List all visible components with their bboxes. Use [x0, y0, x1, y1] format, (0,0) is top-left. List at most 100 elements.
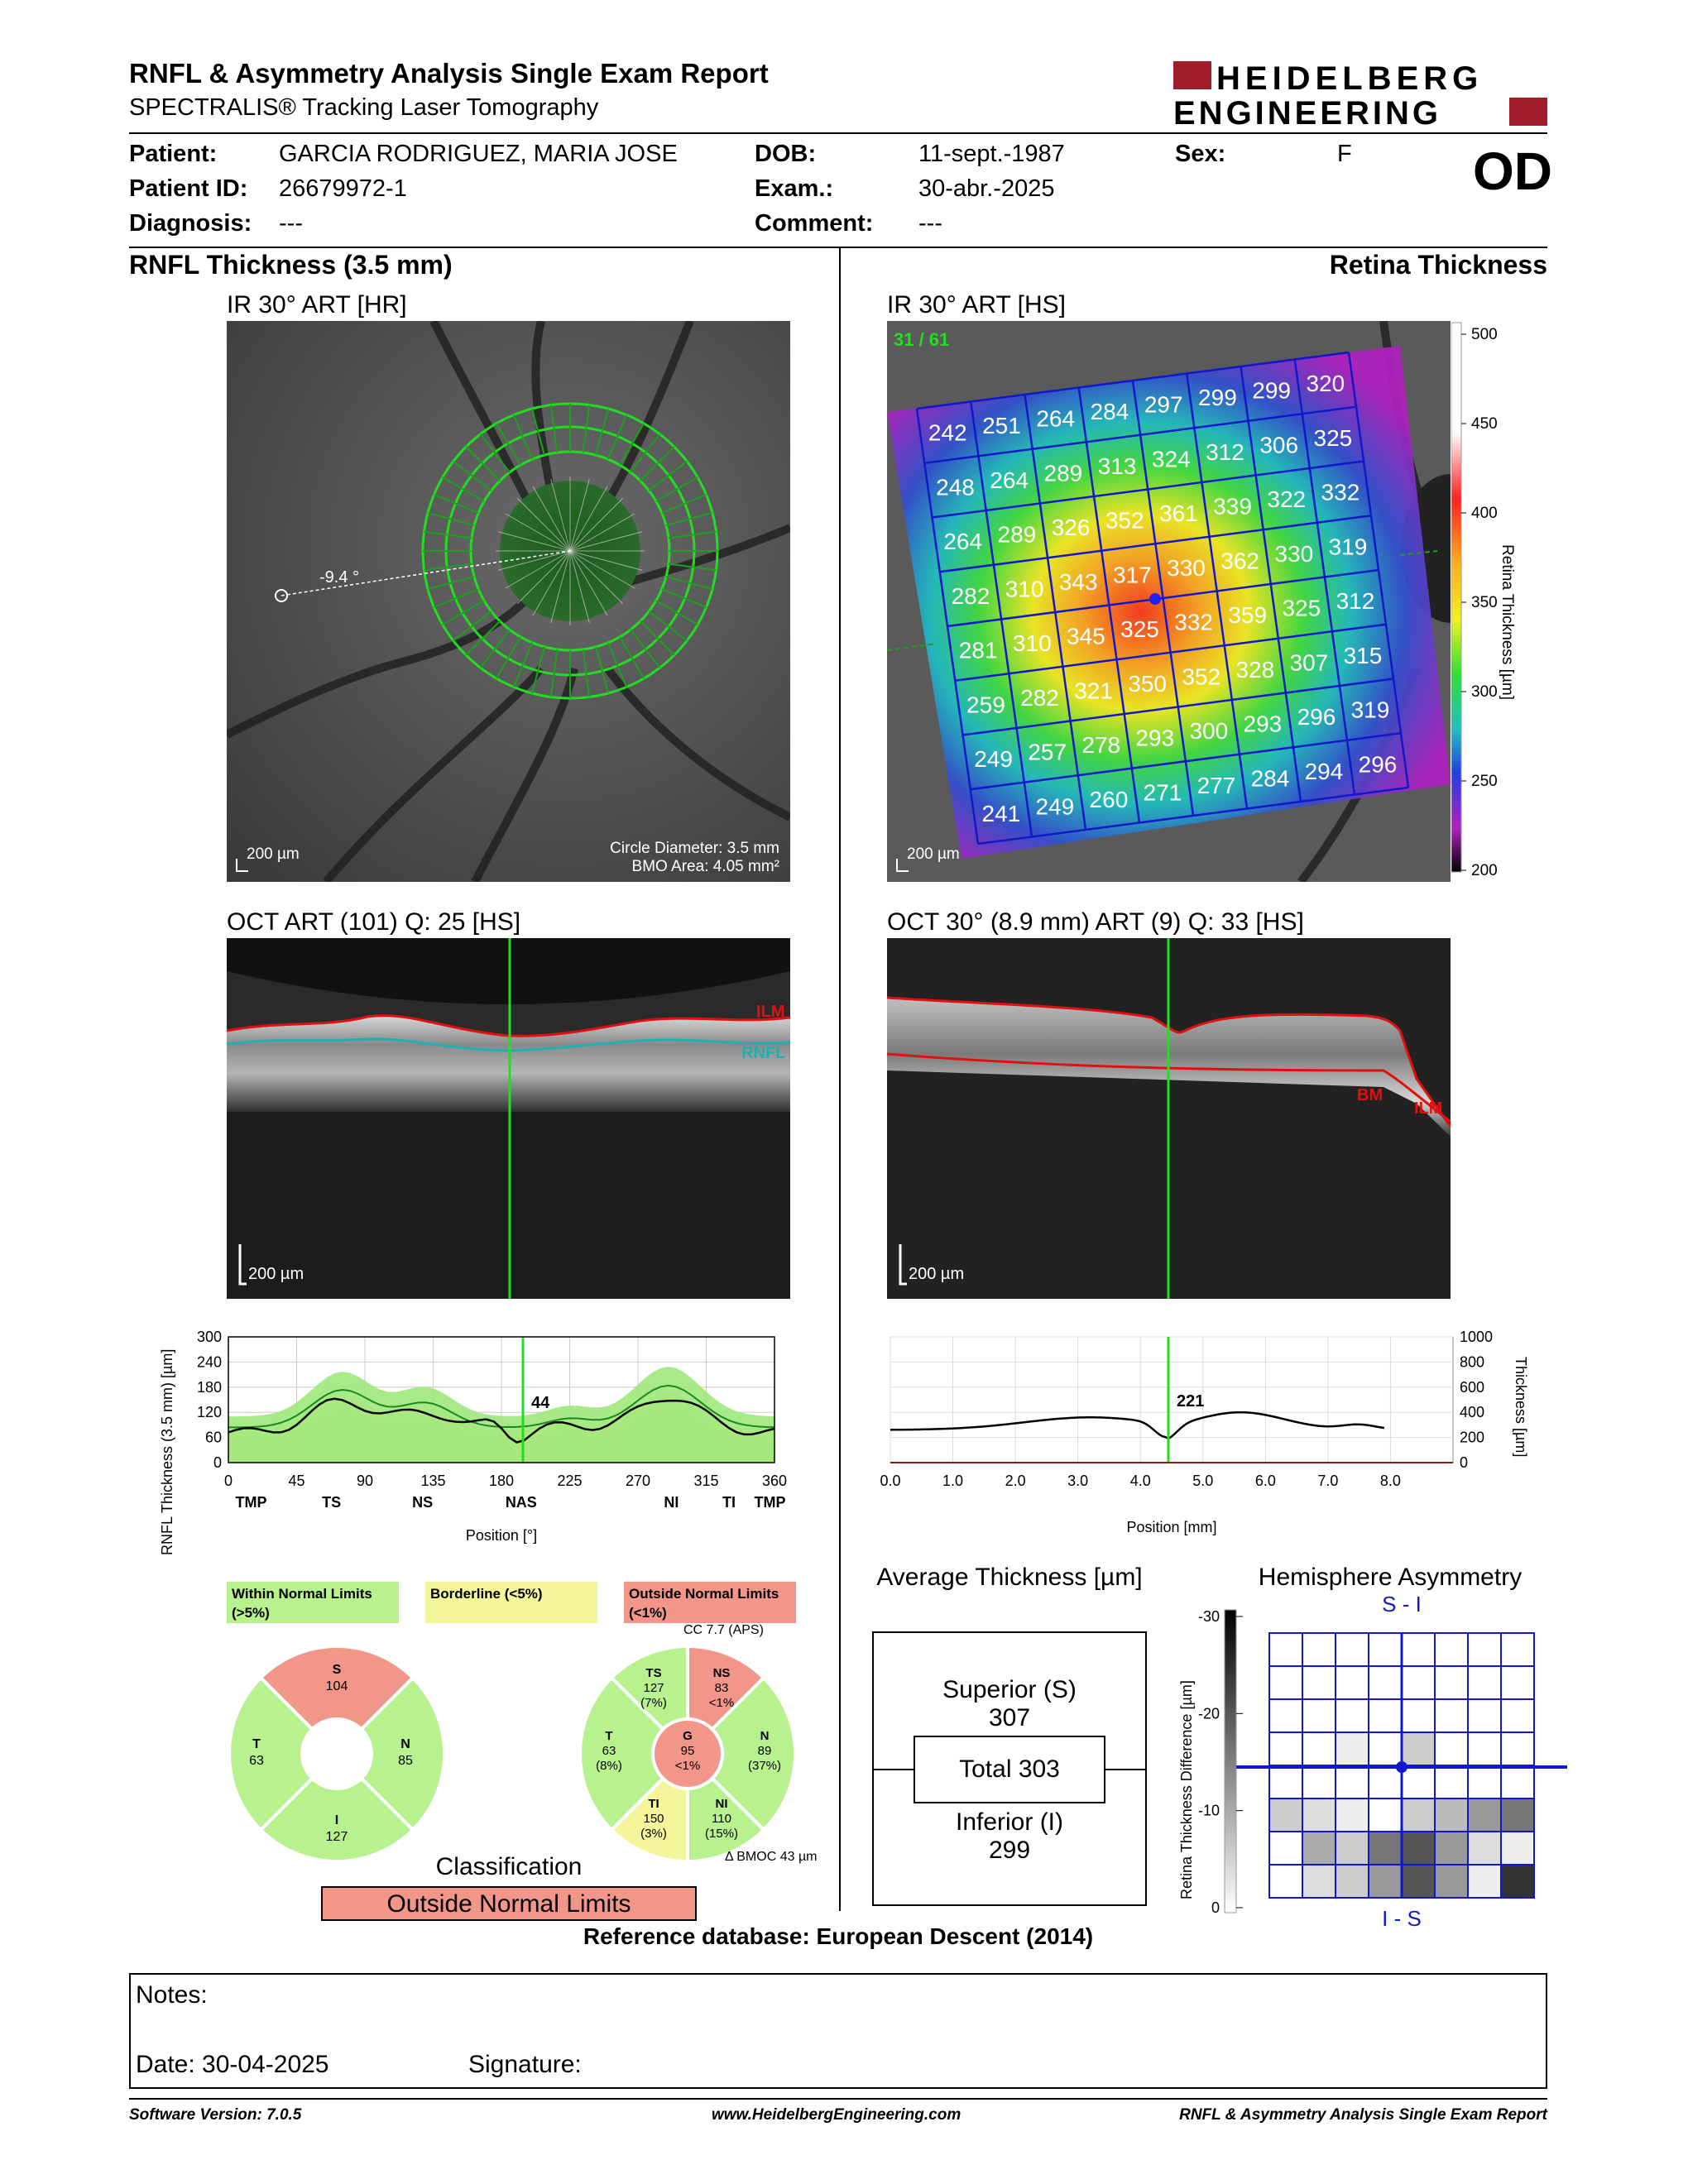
grid-value: 325	[1314, 425, 1353, 451]
svg-text:180: 180	[197, 1379, 222, 1396]
legend-within-normal: Within Normal Limits (>5%)	[227, 1582, 399, 1623]
grid-value: 248	[936, 474, 975, 500]
grid-value: 325	[1120, 616, 1159, 642]
svg-text:300: 300	[197, 1329, 222, 1345]
grid-value: 324	[1152, 446, 1191, 472]
hemisphere-asymmetry-chart: Retina Thickness Difference [µm] -30 -20 -…	[1178, 1593, 1567, 1931]
patient-id: 26679972-1	[279, 175, 407, 202]
svg-text:31 / 61: 31 / 61	[894, 329, 949, 350]
grid-value: 264	[990, 467, 1029, 493]
grid-value: 362	[1220, 548, 1259, 573]
svg-text:95: 95	[681, 1744, 695, 1758]
diagnosis-label: Diagnosis:	[129, 210, 252, 237]
svg-text:Retina Thickness Difference [µ: Retina Thickness Difference [µm]	[1178, 1680, 1195, 1899]
grid-value: 299	[1198, 385, 1237, 410]
svg-text:TS: TS	[645, 1666, 661, 1680]
svg-text:NAS: NAS	[506, 1494, 537, 1511]
svg-text:Retina Thickness [µm]: Retina Thickness [µm]	[1499, 544, 1516, 700]
svg-text:110: 110	[712, 1812, 731, 1826]
rnfl-oct-label: OCT ART (101) Q: 25 [HS]	[227, 908, 521, 936]
svg-text:200: 200	[1460, 1430, 1484, 1446]
grid-value: 251	[982, 413, 1021, 438]
svg-text:G: G	[683, 1729, 693, 1743]
svg-text:I: I	[335, 1813, 338, 1827]
rnfl-quadrant-sector-chart: S 104 T 63 N 85 I 127	[228, 1645, 446, 1863]
diagnosis-value: ---	[279, 210, 303, 237]
average-thickness-title: Average Thickness [µm]	[876, 1564, 1143, 1591]
grid-value: 294	[1305, 759, 1344, 784]
svg-text:NS: NS	[412, 1494, 433, 1511]
grid-value: 282	[952, 583, 990, 609]
svg-text:1000: 1000	[1460, 1329, 1493, 1345]
svg-text:120: 120	[197, 1404, 222, 1420]
svg-text:0: 0	[1460, 1454, 1468, 1471]
retina-ir-thickness-map: 242 251 264 284 297 299 299 320 248 264 289 313 324 3…	[887, 321, 1451, 882]
grid-value: 320	[1307, 371, 1345, 396]
notes-box[interactable]: Notes: Date: 30-04-2025 Signature:	[129, 1973, 1547, 2089]
grid-value: 319	[1329, 534, 1368, 559]
svg-text:I - S: I - S	[1382, 1906, 1422, 1931]
grid-value: 282	[1020, 685, 1059, 711]
average-thickness-box: Superior (S) 307 Total 303 Inferior (I) …	[872, 1631, 1147, 1906]
grid-value: 284	[1091, 399, 1129, 424]
svg-text:45: 45	[288, 1473, 305, 1489]
grid-value: 312	[1336, 588, 1375, 614]
rnfl-detailed-sector-chart: TS 127 (7%) NS 83 <1% T 63 (8%) G 95 <1%…	[578, 1644, 797, 1864]
grid-value: 249	[974, 746, 1013, 772]
grid-value: 332	[1174, 610, 1213, 635]
company-website[interactable]: www.HeidelbergEngineering.com	[712, 2106, 961, 2124]
rnfl-thickness-profile-chart: RNFL Thickness (3.5 mm) [µm] 44 300 240 18…	[159, 1329, 787, 1555]
rnfl-section-title: RNFL Thickness (3.5 mm)	[129, 250, 453, 280]
comment-label: Comment:	[755, 210, 874, 237]
grid-value: 330	[1167, 555, 1206, 581]
column-divider	[839, 248, 841, 1911]
svg-text:63: 63	[602, 1744, 616, 1758]
rnfl-oct-bscan: ILM RNFL 200 µm	[227, 938, 790, 1299]
svg-text:N: N	[400, 1737, 410, 1751]
grid-value: 325	[1282, 596, 1321, 621]
svg-text:300: 300	[1471, 683, 1498, 701]
svg-text:60: 60	[205, 1430, 222, 1446]
svg-text:6.0: 6.0	[1255, 1473, 1276, 1489]
svg-text:3.0: 3.0	[1067, 1473, 1088, 1489]
rnfl-ir-label: IR 30° ART [HR]	[227, 291, 407, 318]
svg-text:Circle Diameter: 3.5 mm: Circle Diameter: 3.5 mm	[610, 840, 779, 857]
exam-label: Exam.:	[755, 175, 834, 202]
inferior-value: 299	[988, 1837, 1031, 1864]
svg-text:400: 400	[1460, 1404, 1484, 1420]
heidelberg-logo: HEIDELBERG ENGINEERING	[1173, 60, 1547, 129]
date-label: Date: 30-04-2025	[136, 2051, 329, 2078]
eye-indicator: OD	[1473, 141, 1552, 201]
grid-value: 332	[1321, 480, 1360, 505]
svg-text:225: 225	[557, 1473, 582, 1489]
grid-value: 339	[1213, 494, 1252, 520]
grid-value: 296	[1297, 704, 1336, 730]
rnfl-ir-fundus-image: -9.4 ° 200 µm Circle Diameter: 3.5 mm BM…	[227, 321, 790, 882]
cc-aps-value: CC 7.7 (APS)	[683, 1623, 764, 1637]
grid-value: 296	[1359, 751, 1398, 777]
grid-value: 277	[1197, 773, 1236, 798]
legend-borderline: Borderline (<5%)	[425, 1582, 597, 1623]
sex-value: F	[1337, 141, 1352, 167]
grid-value: 241	[982, 801, 1021, 826]
svg-text:0: 0	[1211, 1899, 1220, 1916]
svg-text:600: 600	[1460, 1379, 1484, 1396]
retina-thickness-profile-chart: 221 1000 800 600 400 200 0 0.0 1.0 2.0 3.0 4.0 5.0 6…	[880, 1329, 1529, 1535]
svg-text:200: 200	[1471, 862, 1498, 879]
retina-section-title: Retina Thickness	[1329, 250, 1547, 280]
svg-text:8.0: 8.0	[1380, 1473, 1401, 1489]
svg-text:RNFL: RNFL	[741, 1044, 785, 1062]
svg-text:HEIDELBERG: HEIDELBERG	[1216, 60, 1483, 97]
grid-value: 359	[1228, 602, 1267, 628]
grid-value: 345	[1067, 624, 1105, 649]
grid-value: 306	[1259, 432, 1298, 457]
bmoc-value: Δ BMOC 43 µm	[725, 1850, 818, 1864]
svg-text:2.0: 2.0	[1005, 1473, 1026, 1489]
superior-label: Superior (S)	[942, 1676, 1077, 1703]
grid-value: 317	[1113, 562, 1152, 587]
svg-text:S - I: S - I	[1382, 1593, 1422, 1616]
grid-value: 259	[966, 692, 1005, 717]
svg-text:T: T	[252, 1737, 261, 1751]
svg-text:200 µm: 200 µm	[907, 845, 960, 863]
svg-text:83: 83	[715, 1681, 729, 1695]
